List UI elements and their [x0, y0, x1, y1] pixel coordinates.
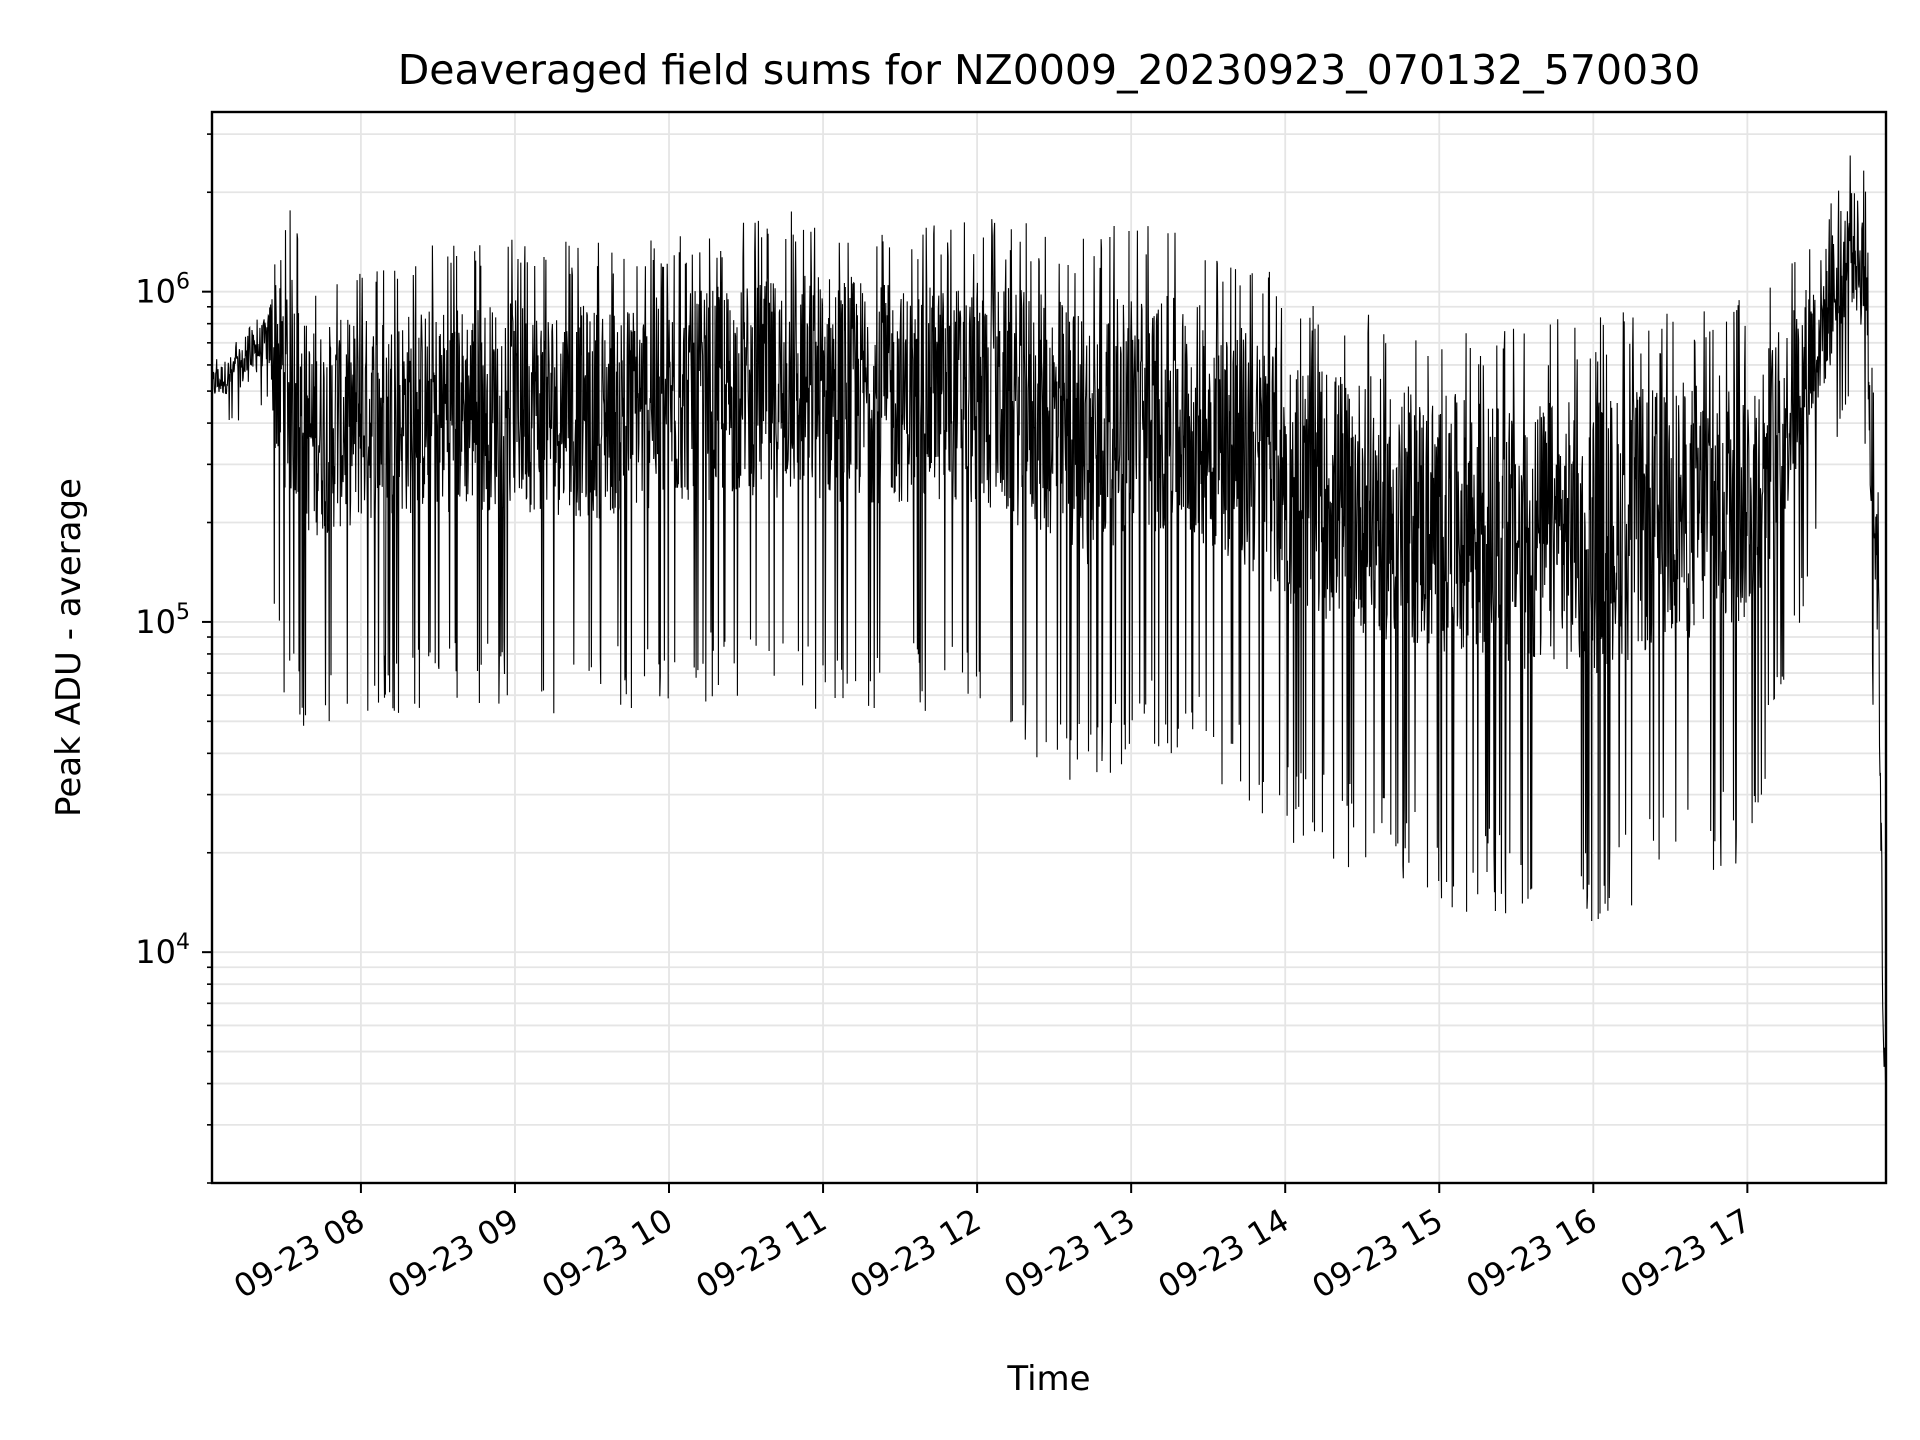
x-axis-title: Time	[1006, 1359, 1090, 1399]
y-tick-label: 104	[135, 930, 190, 971]
y-tick-label: 106	[135, 270, 190, 311]
y-axis-title: Peak ADU - average	[49, 478, 89, 817]
y-tick-label: 105	[135, 600, 190, 641]
chart-title: Deaveraged field sums for NZ0009_2023092…	[398, 46, 1701, 94]
series-line	[211, 155, 1887, 1081]
plot-frame	[210, 110, 1888, 1185]
series-layer	[211, 155, 1887, 1081]
